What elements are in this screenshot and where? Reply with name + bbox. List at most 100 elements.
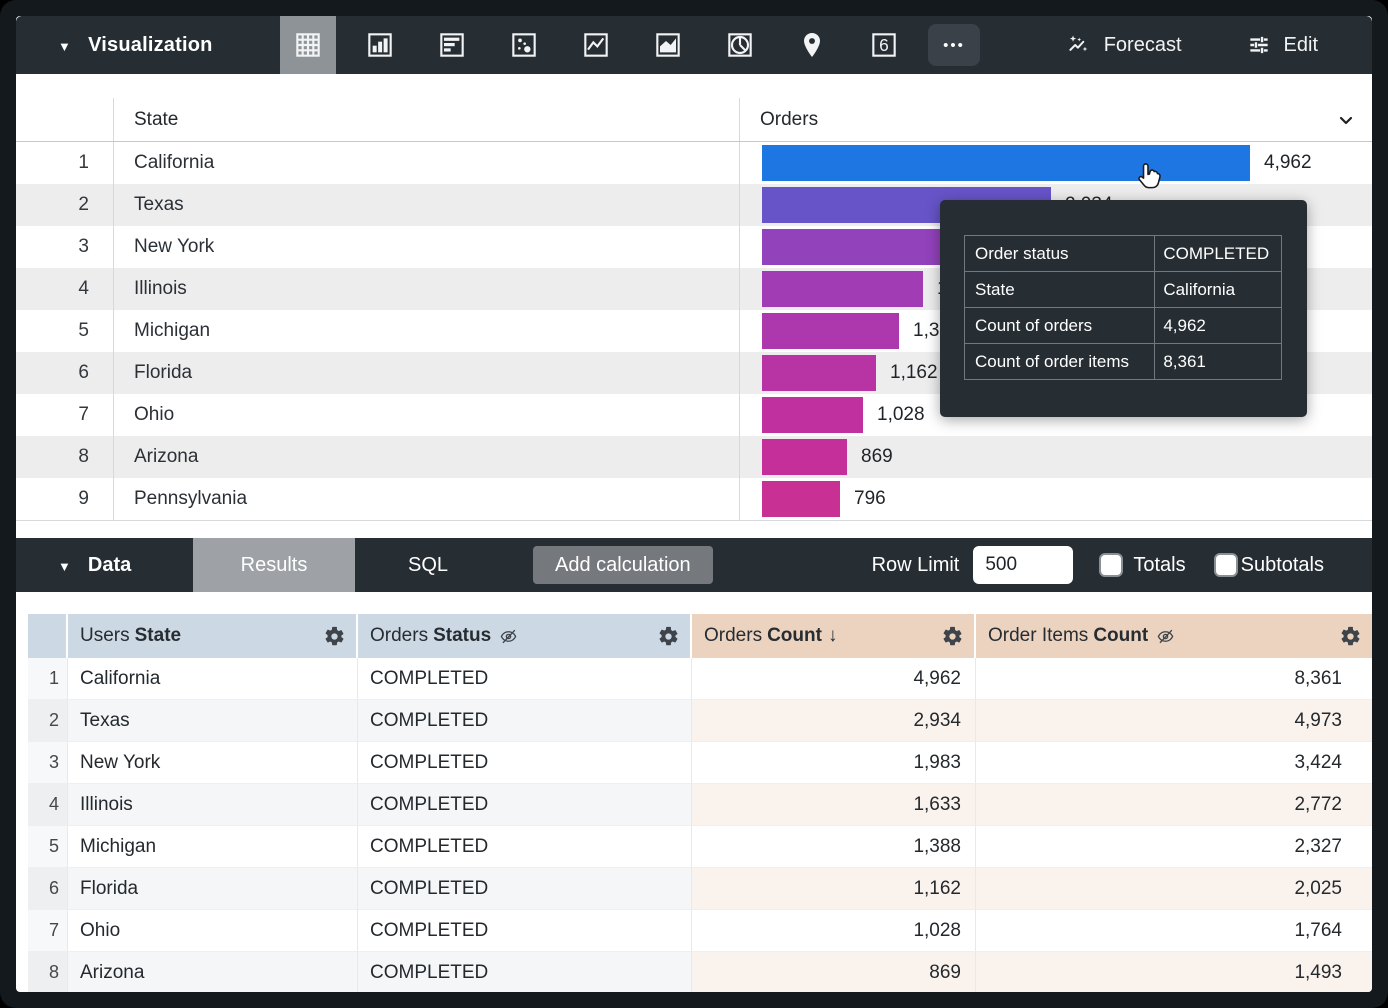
results-table-row: 8 Arizona COMPLETED 869 1,493 (28, 952, 1372, 992)
results-table: Users State Orders Status Orders Count ↓ Order … (28, 614, 1372, 992)
state-cell: Ohio (68, 910, 358, 952)
order-items-count-cell: 1,764 (976, 910, 1372, 952)
orders-count-cell: 1,388 (692, 826, 976, 868)
row-number-cell: 7 (28, 910, 68, 952)
viz-type-column-chart-icon[interactable] (352, 16, 408, 74)
row-limit-group: Row Limit (872, 546, 1074, 584)
viz-type-pie-chart-icon[interactable] (712, 16, 768, 74)
viz-type-map-pin-icon[interactable] (784, 16, 840, 74)
data-panel-header[interactable]: ▼ Data (16, 554, 193, 577)
row-number-cell: 4 (28, 784, 68, 826)
status-cell: COMPLETED (358, 658, 692, 700)
viz-type-line-chart-icon[interactable] (568, 16, 624, 74)
status-cell: COMPLETED (358, 868, 692, 910)
viz-type-single-value-icon[interactable]: 6 (856, 16, 912, 74)
order-items-count-cell: 2,025 (976, 868, 1372, 910)
order-items-count-cell: 2,772 (976, 784, 1372, 826)
viz-type-table-icon[interactable] (280, 16, 336, 74)
field-prefix: Order Items (988, 625, 1089, 646)
gear-icon[interactable] (657, 625, 680, 648)
viz-state-cell: Texas (114, 184, 740, 226)
row-limit-input[interactable] (973, 546, 1074, 584)
results-table-row: 5 Michigan COMPLETED 1,388 2,327 (28, 826, 1372, 868)
orders-bar[interactable] (762, 397, 863, 433)
state-cell: Florida (68, 868, 358, 910)
orders-bar[interactable] (762, 481, 840, 517)
orders-bar[interactable] (762, 355, 876, 391)
column-header-count[interactable]: Order Items Count (976, 614, 1372, 658)
orders-bar[interactable] (762, 439, 847, 475)
results-table-body: 1 California COMPLETED 4,962 8,361 2 Texas COMP… (28, 658, 1372, 992)
orders-bar[interactable] (762, 271, 923, 307)
subtotals-checkbox[interactable] (1213, 553, 1238, 577)
orders-count-cell: 1,633 (692, 784, 976, 826)
totals-group: Totals (1099, 553, 1186, 577)
viz-table-row: 5 Michigan 1,388 (16, 310, 1372, 352)
viz-row-number: 3 (16, 226, 114, 268)
viz-type-more-icon[interactable]: ••• (928, 24, 980, 66)
tooltip-label: Count of order items (963, 343, 1156, 380)
status-cell: COMPLETED (358, 700, 692, 742)
tooltip-row: State California (963, 271, 1282, 308)
state-column-header[interactable]: State (114, 98, 740, 141)
viz-orders-cell: 1,028 (740, 394, 1372, 436)
results-table-header: Users State Orders Status Orders Count ↓ Order … (28, 614, 1372, 658)
field-name: Count (1093, 625, 1149, 646)
results-table-row: 2 Texas COMPLETED 2,934 4,973 (28, 700, 1372, 742)
results-table-row: 3 New York COMPLETED 1,983 3,424 (28, 742, 1372, 784)
state-cell: Illinois (68, 784, 358, 826)
viz-table-row: 9 Pennsylvania 796 (16, 478, 1372, 520)
viz-type-area-chart-icon[interactable] (640, 16, 696, 74)
gear-icon[interactable] (1339, 625, 1362, 648)
viz-state-cell: Pennsylvania (114, 478, 740, 520)
order-items-count-cell: 4,973 (976, 700, 1372, 742)
row-number-cell: 5 (28, 826, 68, 868)
field-prefix: Users (80, 625, 130, 646)
field-prefix: Orders (704, 625, 763, 646)
row-number-cell: 3 (28, 742, 68, 784)
viz-type-bar-chart-icon[interactable] (424, 16, 480, 74)
viz-state-cell: Michigan (114, 310, 740, 352)
row-limit-label: Row Limit (871, 553, 960, 576)
column-header-status[interactable]: Orders Status (358, 614, 692, 658)
tooltip-label: State (963, 271, 1156, 308)
orders-bar[interactable] (762, 145, 1250, 181)
tooltip-row: Order status COMPLETED (963, 235, 1282, 272)
tab-sql[interactable]: SQL (407, 553, 449, 576)
edit-label: Edit (1283, 33, 1318, 56)
viz-row-number: 9 (16, 478, 114, 520)
chevron-down-icon[interactable] (1334, 108, 1358, 132)
collapse-caret-icon: ▼ (58, 38, 72, 54)
svg-text:6: 6 (879, 35, 889, 55)
column-header-count[interactable]: Orders Count ↓ (692, 614, 976, 658)
state-cell: California (68, 658, 358, 700)
edit-button[interactable]: Edit (1246, 32, 1318, 58)
bar-tooltip: Order status COMPLETED State California Coun… (940, 200, 1307, 417)
state-cell: Arizona (68, 952, 358, 992)
orders-bar-value: 796 (854, 488, 886, 509)
viz-row-number: 5 (16, 310, 114, 352)
orders-column-header[interactable]: Orders (740, 98, 1372, 141)
viz-state-cell: Arizona (114, 436, 740, 478)
status-cell: COMPLETED (358, 910, 692, 952)
visualization-title: Visualization (88, 33, 213, 56)
forecast-button[interactable]: Forecast (1066, 32, 1182, 58)
viz-type-scatter-chart-icon[interactable] (496, 16, 552, 74)
tooltip-value: 4,962 (1154, 307, 1282, 344)
totals-checkbox[interactable] (1099, 553, 1124, 577)
orders-bar[interactable] (762, 313, 899, 349)
add-calculation-button[interactable]: Add calculation (533, 546, 713, 584)
viz-state-cell: California (114, 142, 740, 184)
gear-icon[interactable] (323, 625, 346, 648)
tab-results[interactable]: Results (193, 538, 355, 592)
orders-count-cell: 869 (692, 952, 976, 992)
orders-bar-value: 4,962 (1264, 152, 1312, 173)
visualization-panel-header[interactable]: ▼ Visualization (16, 34, 280, 57)
column-header-state[interactable]: Users State (68, 614, 358, 658)
state-cell: New York (68, 742, 358, 784)
gear-icon[interactable] (941, 625, 964, 648)
row-number-header (16, 98, 114, 141)
row-number-column-header (28, 614, 68, 658)
orders-bar[interactable] (762, 229, 957, 265)
results-table-row: 7 Ohio COMPLETED 1,028 1,764 (28, 910, 1372, 952)
